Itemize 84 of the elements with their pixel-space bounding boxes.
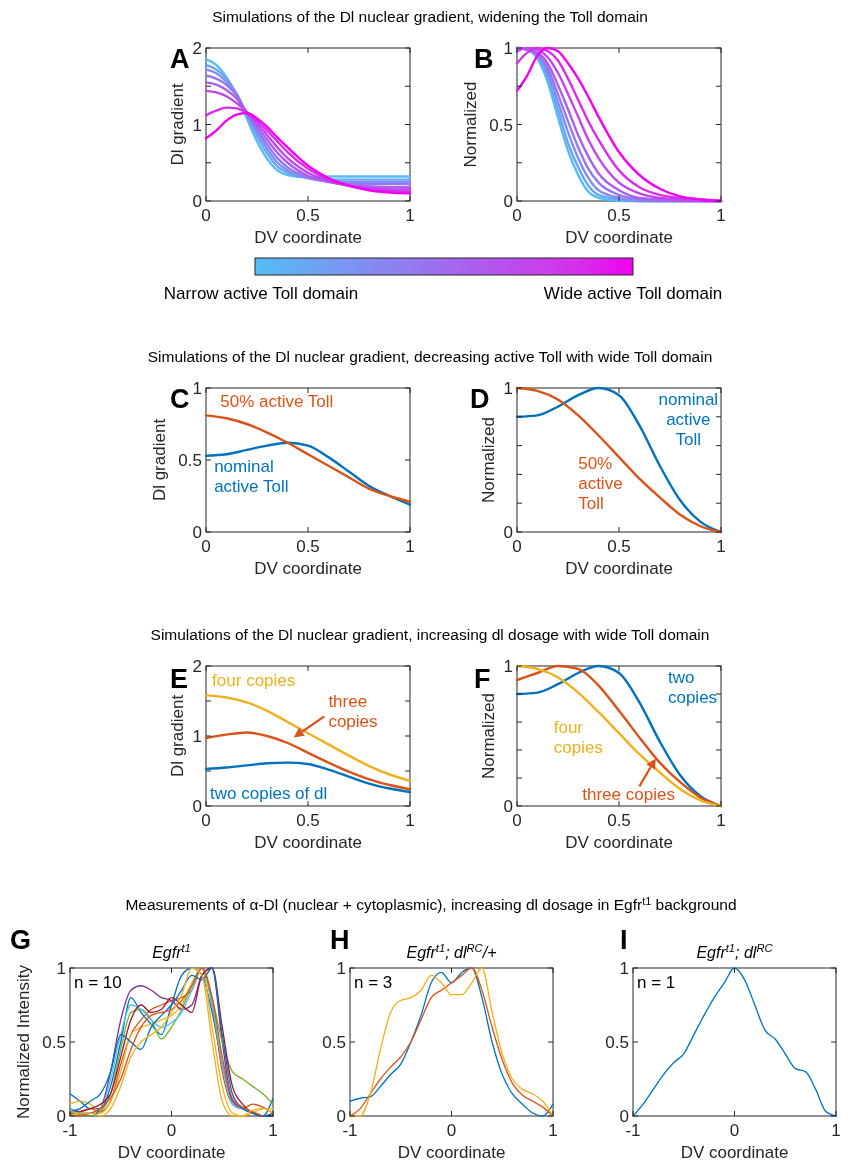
x-axis-title: DV coordinate [680, 1143, 789, 1162]
x-axis-title: DV coordinate [565, 833, 673, 852]
y-axis-title: Dl gradient [150, 418, 169, 502]
y-tick-label: 0 [503, 797, 513, 816]
x-tick-label: 1 [716, 206, 726, 225]
x-axis-title: DV coordinate [117, 1143, 226, 1162]
y-tick-label: 2 [192, 39, 202, 58]
text: D [470, 384, 490, 414]
y-tick-label: 1 [56, 959, 66, 978]
y-tick-label: 0.5 [489, 115, 513, 135]
series-label: three copies [328, 691, 378, 731]
y-axis-title: Normalized [461, 81, 480, 168]
chart-subtitle: Egfr$^{t1}$ [152, 942, 191, 961]
y-tick-label: 0 [192, 192, 202, 211]
chart-title: Simulations of the Dl nuclear gradient, decreasing active Toll with wide Toll domain [147, 348, 713, 365]
chart-title: Simulations of the Dl nuclear gradient, increasing dl dosage with wide Toll domain [150, 626, 710, 643]
y-tick-label: 1 [503, 379, 513, 398]
x-tick-label: 0 [446, 1121, 457, 1140]
x-tick-label: 1 [716, 811, 726, 830]
x-axis-title: DV coordinate [254, 559, 362, 578]
chart-title: Simulations of the Dl nuclear gradient, widening the Toll domain [212, 8, 648, 25]
y-tick-label: 0 [503, 523, 513, 542]
x-tick-label: 0 [729, 1121, 740, 1140]
y-axis-title: Normalized [479, 417, 498, 503]
x-axis-title: DV coordinate [254, 833, 362, 852]
y-tick-label: 0 [503, 192, 513, 211]
annotation: n = 1 [637, 973, 676, 992]
text: Measurements of α-Dl (nuclear + cytoplasmic), increasing dl dosage in Egfr$^{t1}$ background [125, 894, 737, 913]
x-tick-label: 0.5 [296, 537, 320, 556]
y-tick-label: 0.5 [178, 451, 202, 470]
chart-subtitle: Egfr$^{t1}$; dl$^{RC}$/+ [406, 942, 497, 961]
annotation: n = 10 [74, 973, 122, 992]
y-tick-label: 1 [336, 959, 346, 978]
x-tick-label: 1 [548, 1121, 558, 1140]
y-axis-title: Dl gradient [168, 694, 187, 778]
text: B [474, 44, 494, 74]
y-tick-label: 0.5 [605, 1033, 629, 1052]
text: H [330, 925, 350, 955]
chart-subtitle: Egfr$^{t1}$; dl$^{RC}$ [696, 942, 774, 961]
y-tick-label: 1 [503, 657, 513, 676]
y-tick-label: 1 [192, 379, 202, 398]
y-tick-label: 0 [192, 797, 202, 816]
series-label: nominal active Toll [658, 390, 719, 450]
series-label: 50% active Toll [578, 453, 623, 513]
y-tick-label: 0.5 [322, 1033, 346, 1052]
x-tick-label: 0 [166, 1121, 177, 1140]
text: E [170, 664, 189, 694]
y-tick-label: 0 [192, 523, 202, 542]
y-tick-label: 1 [619, 959, 629, 978]
x-tick-label: 1 [405, 206, 415, 225]
x-tick-label: 1 [268, 1121, 278, 1140]
y-tick-label: 2 [192, 657, 202, 676]
annotation: n = 3 [354, 973, 393, 992]
text: C [170, 384, 190, 414]
text: Wide active Toll domain [543, 284, 723, 303]
series-label: two copies of dl [210, 784, 328, 803]
text: Narrow active Toll domain [163, 284, 359, 303]
series-label: four copies [212, 670, 296, 690]
text: I [620, 925, 628, 955]
x-tick-label: 1 [831, 1121, 841, 1140]
series-label: two copies [667, 667, 718, 707]
x-axis-title: DV coordinate [565, 559, 673, 578]
x-tick-label: 0.5 [296, 811, 320, 830]
series-label: four copies [553, 718, 603, 758]
y-tick-label: 0.5 [42, 1033, 66, 1052]
x-axis-title: DV coordinate [254, 228, 362, 247]
text: G [10, 925, 32, 955]
text: A [170, 44, 190, 74]
x-tick-label: 1 [405, 811, 415, 830]
legend-label: three copies [582, 785, 675, 805]
y-tick-label: 1 [192, 727, 202, 746]
x-axis-title: DV coordinate [565, 228, 673, 247]
x-tick-label: 1 [405, 537, 415, 556]
x-axis-title: DV coordinate [397, 1143, 506, 1162]
series-label: 50% active Toll [220, 391, 334, 411]
y-tick-label: 1 [192, 115, 202, 135]
y-axis-title: Dl gradient [168, 83, 187, 166]
series-label: nominal active Toll [214, 456, 289, 496]
x-tick-label: 0.5 [296, 206, 320, 225]
text: F [474, 664, 491, 694]
y-tick-label: 1 [503, 39, 513, 58]
y-axis-title: Normalized Intensity [14, 964, 33, 1120]
x-tick-label: 1 [716, 537, 726, 556]
y-axis-title: Normalized [479, 693, 498, 779]
